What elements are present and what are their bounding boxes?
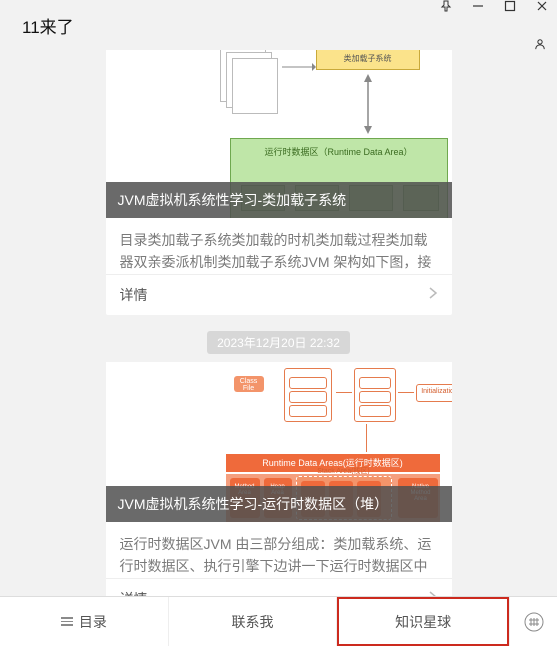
titlebar: 11来了 (0, 0, 557, 50)
card-excerpt: 运行时数据区JVM 由三部分组成：类加载系统、运行时数据区、执行引擎下边讲一下运… (106, 522, 452, 578)
card-hero[interactable]: 类加载子系统 运行时数据区（Runtime Data Area） JVM虚拟机系… (106, 50, 452, 218)
timestamp-badge: 2023年12月20日 22:32 (207, 331, 350, 354)
window-controls (439, 0, 549, 51)
menu-icon (61, 617, 73, 626)
bottom-nav: 目录 联系我 知识星球 (0, 596, 557, 646)
article-card: 类加载子系统 运行时数据区（Runtime Data Area） JVM虚拟机系… (106, 50, 452, 315)
minimize-button[interactable] (471, 0, 485, 13)
keyboard-button[interactable] (509, 597, 557, 646)
nav-contact[interactable]: 联系我 (169, 597, 338, 646)
nav-menu[interactable]: 目录 (0, 597, 169, 646)
details-label: 详情 (120, 589, 148, 596)
diagram-box: 类加载子系统 (316, 50, 420, 70)
card-details-link[interactable]: 详情 (106, 578, 452, 596)
window-title: 11来了 (22, 13, 74, 38)
nav-menu-label: 目录 (79, 612, 107, 632)
details-label: 详情 (120, 285, 148, 305)
chevron-right-icon (428, 286, 438, 305)
article-card: Class File Initialization Runtime Data A… (106, 362, 452, 596)
pin-icon[interactable] (439, 0, 453, 13)
card-details-link[interactable]: 详情 (106, 274, 452, 315)
card-title: JVM虚拟机系统性学习-运行时数据区（堆） (106, 486, 452, 522)
user-icon[interactable] (533, 37, 547, 51)
card-hero[interactable]: Class File Initialization Runtime Data A… (106, 362, 452, 522)
close-button[interactable] (535, 0, 549, 13)
card-excerpt: 目录类加载子系统类加载的时机类加载过程类加载器双亲委派机制类加载子系统JVM 架… (106, 218, 452, 274)
maximize-button[interactable] (503, 0, 517, 13)
card-title: JVM虚拟机系统性学习-类加载子系统 (106, 182, 452, 218)
nav-contact-label: 联系我 (232, 612, 274, 632)
nav-knowledge-planet[interactable]: 知识星球 (337, 597, 509, 646)
nav-planet-label: 知识星球 (395, 612, 451, 632)
content-scroll[interactable]: 类加载子系统 运行时数据区（Runtime Data Area） JVM虚拟机系… (0, 50, 557, 596)
